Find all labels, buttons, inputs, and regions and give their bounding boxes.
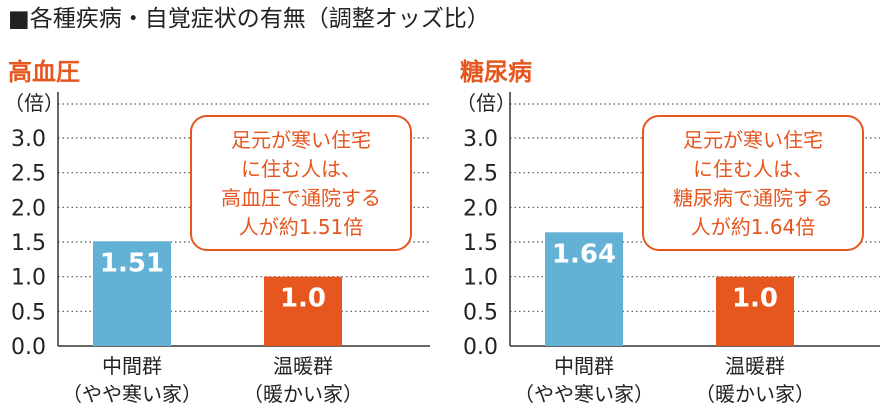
- y-tick-label: 0.5: [11, 300, 46, 325]
- callout-box: [642, 115, 864, 251]
- bar-2: [716, 276, 794, 346]
- data-label: 1.0: [732, 284, 778, 314]
- callout-text: に住む人は、: [241, 157, 361, 181]
- callout-text: に住む人は、: [693, 157, 813, 181]
- data-label: 1.0: [280, 284, 326, 314]
- data-label: 1.64: [552, 239, 616, 269]
- x-tick-sublabel: （やや寒い家）: [514, 382, 654, 406]
- y-tick-label: 1.0: [11, 266, 46, 291]
- y-tick-label: 2.0: [11, 196, 46, 221]
- y-tick-label: 2.5: [11, 162, 46, 187]
- callout-text: 足元が寒い住宅: [683, 128, 823, 152]
- callout-text: 高血圧で通院する: [221, 186, 381, 210]
- y-axis-unit: （倍）: [456, 91, 516, 115]
- x-tick-sublabel: （やや寒い家）: [62, 382, 202, 406]
- y-tick-label: 0.0: [463, 335, 498, 360]
- callout-box: [190, 115, 412, 251]
- page-title: ■各種疾病・自覚症状の有無（調整オッズ比）: [8, 6, 490, 32]
- x-tick-label: 中間群: [554, 354, 614, 378]
- callout-text: 糖尿病で通院する: [673, 186, 833, 210]
- data-label: 1.51: [100, 248, 164, 278]
- callout-text: 人が約1.64倍: [691, 215, 816, 239]
- y-tick-label: 0.5: [463, 300, 498, 325]
- bar-1: [93, 241, 171, 346]
- x-tick-label: 温暖群: [725, 354, 785, 378]
- chart-1: 高血圧 （倍） 0.0 0.5 1.0 1.5 2.0 2.5 3.0 1.51 中間群 （やや寒い家…: [4, 58, 430, 406]
- x-tick-label: 中間群: [102, 354, 162, 378]
- y-tick-label: 3.0: [11, 127, 46, 152]
- chart-2: 糖尿病 （倍） 0.0 0.5 1.0 1.5 2.0 2.5 3.0 1.64 中間群 （やや寒い家…: [456, 58, 880, 406]
- y-tick-label: 2.5: [463, 162, 498, 187]
- callout-text: 足元が寒い住宅: [231, 128, 371, 152]
- y-tick-label: 1.0: [463, 266, 498, 291]
- y-tick-label: 0.0: [11, 335, 46, 360]
- y-axis-unit: （倍）: [4, 91, 64, 115]
- x-tick-sublabel: （暖かい家）: [243, 382, 363, 406]
- y-tick-label: 1.5: [463, 231, 498, 256]
- bar-1: [545, 232, 623, 346]
- chart-title: 糖尿病: [460, 58, 532, 86]
- y-tick-label: 3.0: [463, 127, 498, 152]
- y-tick-label: 1.5: [11, 231, 46, 256]
- y-tick-label: 2.0: [463, 196, 498, 221]
- x-tick-label: 温暖群: [273, 354, 333, 378]
- chart-title: 高血圧: [8, 58, 80, 86]
- callout-text: 人が約1.51倍: [239, 215, 364, 239]
- x-tick-sublabel: （暖かい家）: [695, 382, 815, 406]
- bar-2: [264, 276, 342, 346]
